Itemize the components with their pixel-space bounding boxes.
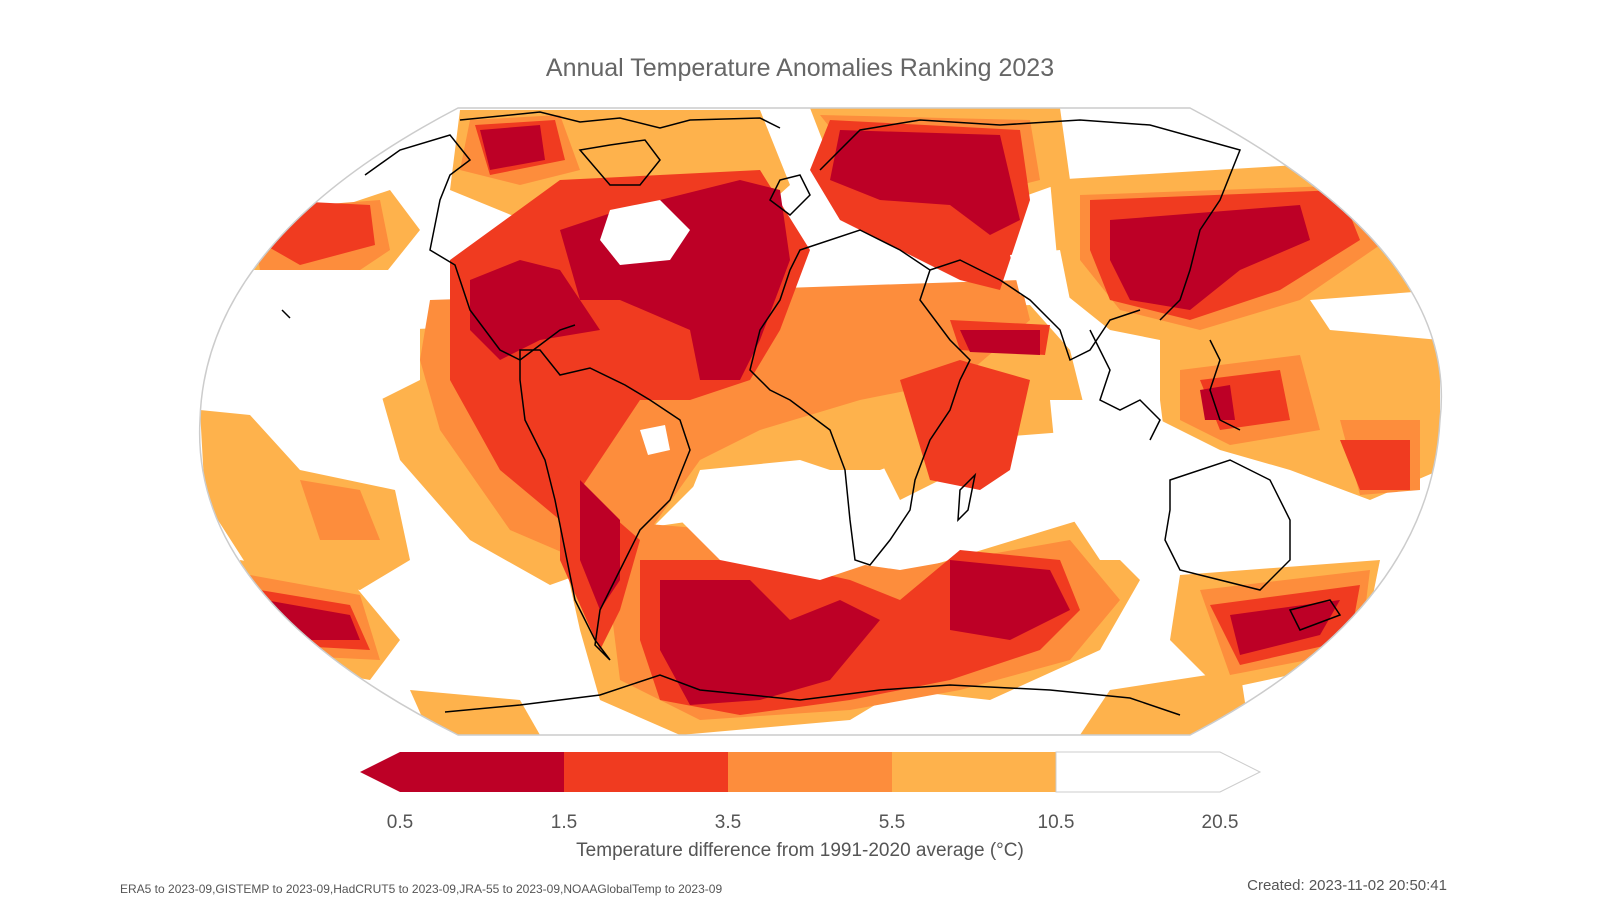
created-timestamp: Created: 2023-11-02 20:50:41 — [1247, 877, 1447, 894]
colorbar-segment — [360, 752, 564, 792]
colorbar-tick-label: 1.5 — [550, 812, 578, 833]
colorbar-segment — [564, 752, 728, 792]
colorbar-segment — [892, 752, 1056, 792]
map-frame — [198, 107, 1442, 736]
colorbar-tick-label: 5.5 — [878, 812, 906, 833]
colorbar-label: Temperature difference from 1991-2020 av… — [576, 840, 1024, 861]
data-sources-note: ERA5 to 2023-09,GISTEMP to 2023-09,HadCR… — [120, 882, 723, 896]
colorbar-segment — [728, 752, 892, 792]
map-title: Annual Temperature Anomalies Ranking 202… — [545, 54, 1055, 82]
anomaly-field — [199, 108, 1442, 735]
colorbar-tick-label: 20.5 — [1201, 812, 1239, 833]
colorbar-tick-label: 0.5 — [386, 812, 414, 833]
band-10-5-to-20-5 — [205, 200, 1440, 580]
coastlines — [281, 111, 1342, 716]
colorbar-tick-label: 10.5 — [1037, 812, 1075, 833]
colorbar — [360, 751, 1262, 793]
colorbar-segment — [1055, 751, 1262, 793]
colorbar-tick-label: 3.5 — [714, 812, 742, 833]
